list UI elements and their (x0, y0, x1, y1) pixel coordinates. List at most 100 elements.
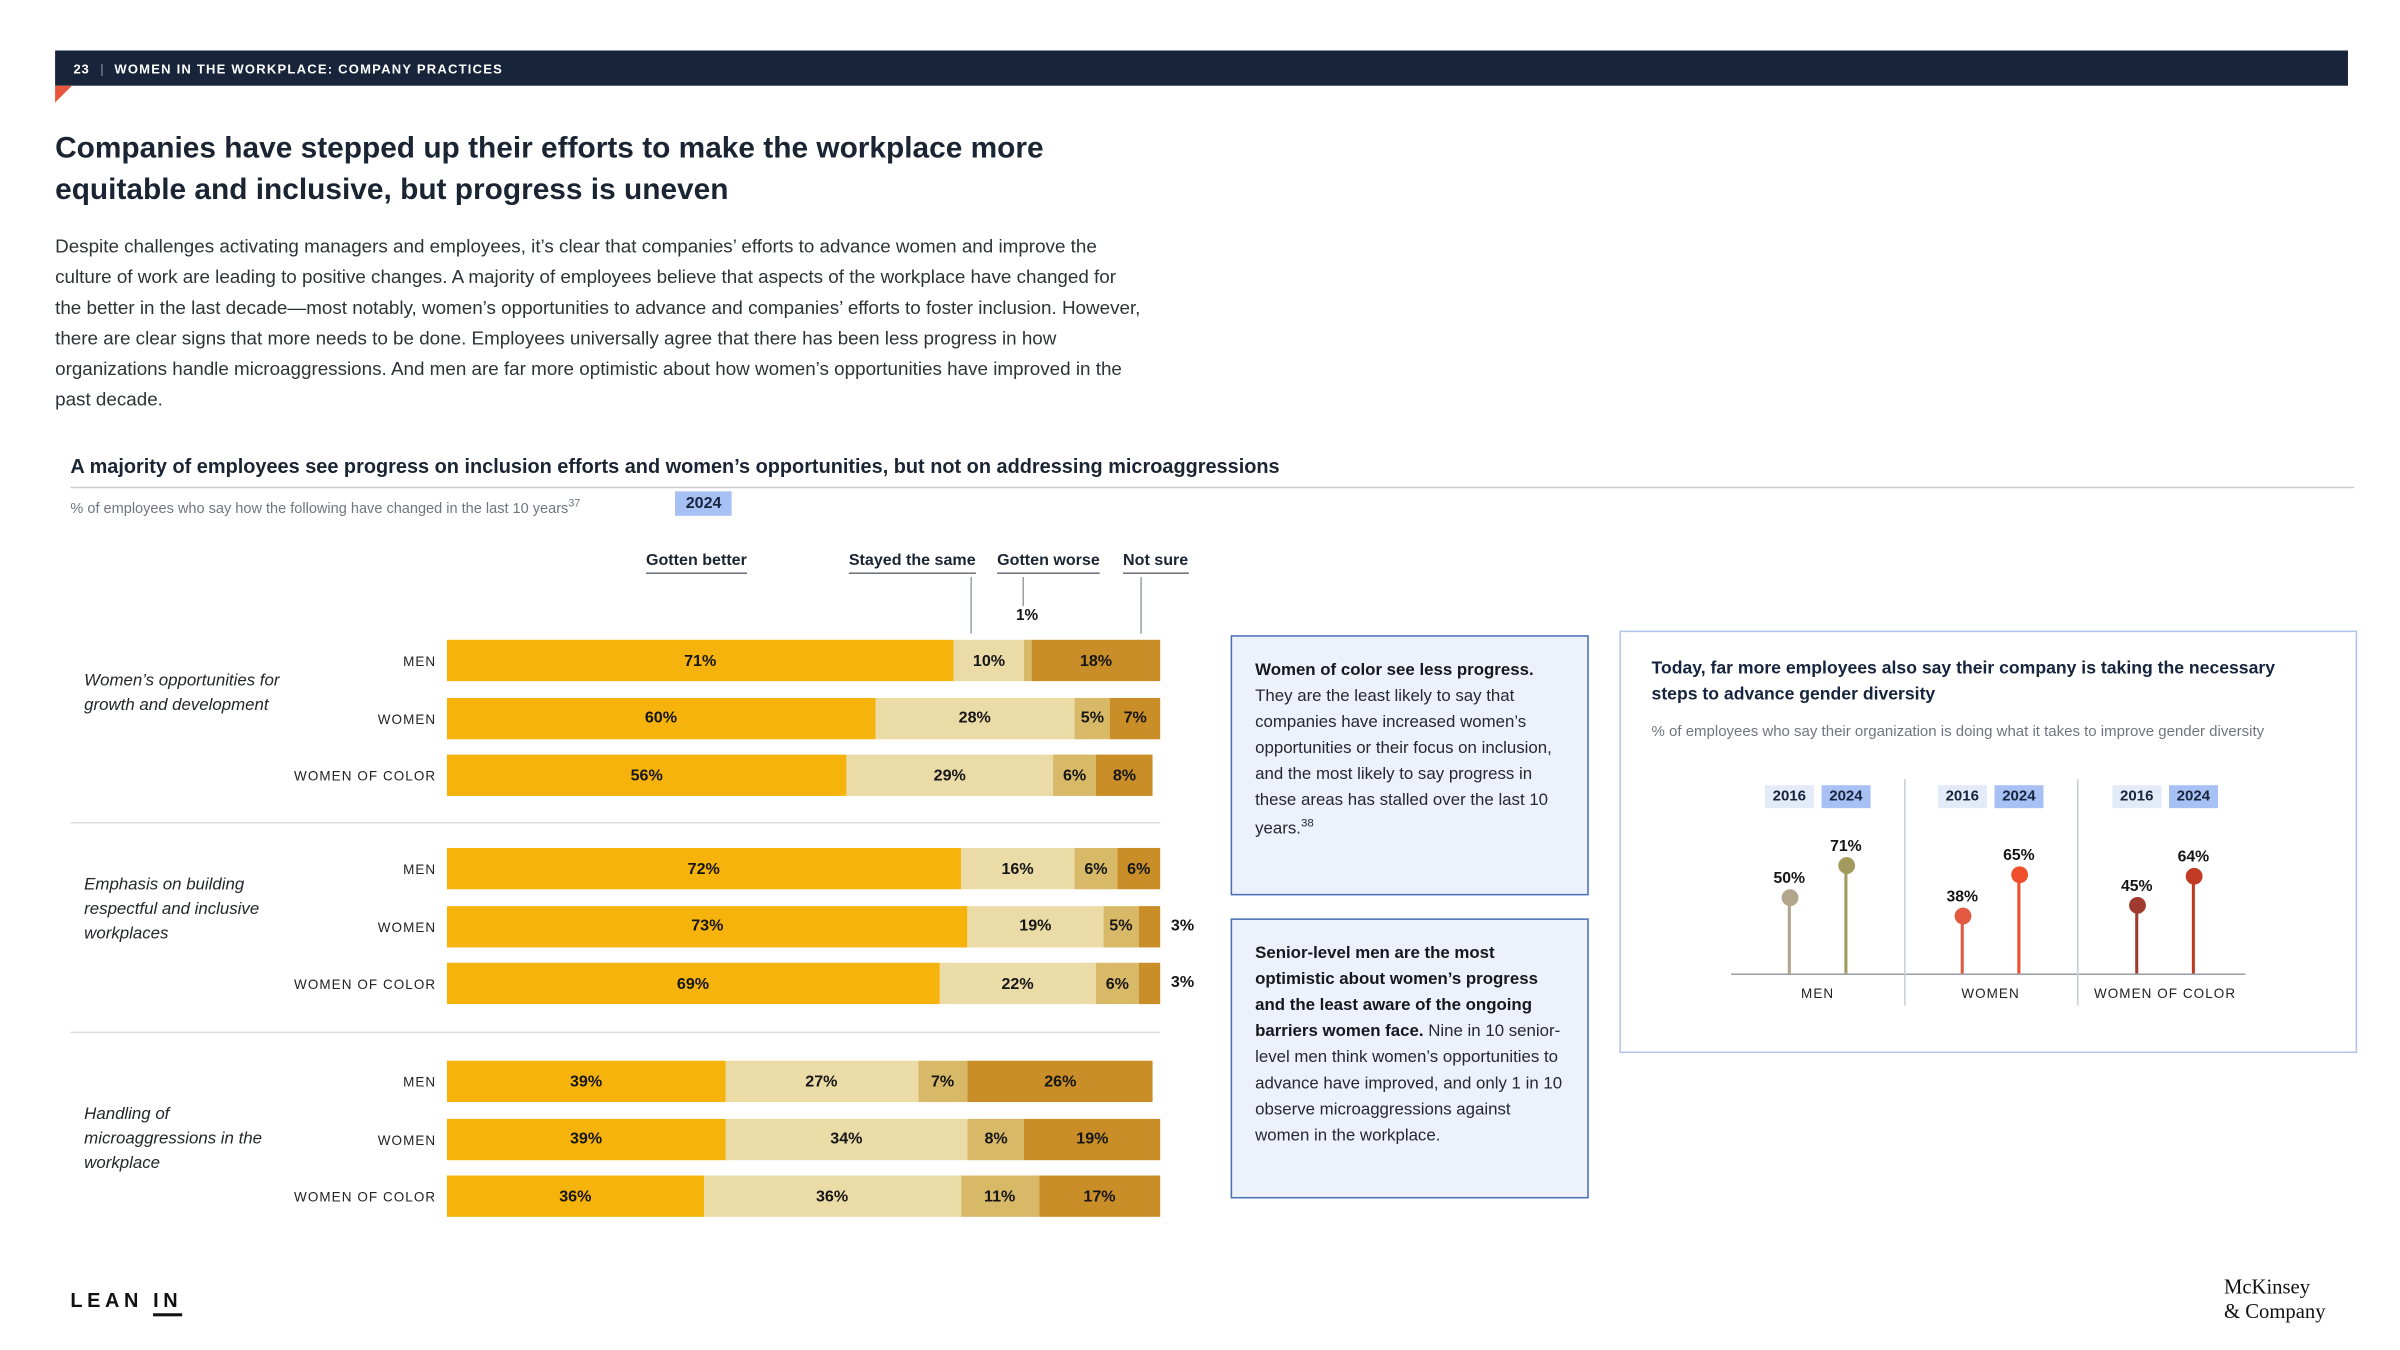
lollipop-stem (2135, 904, 2139, 974)
bar-group-title: Handling of microaggressions in the work… (84, 1105, 262, 1173)
bar-segment-stayed-same: 29% (846, 754, 1054, 796)
bar-segment-value: 17% (1083, 1186, 1116, 1206)
header-divider: | (100, 60, 104, 76)
bar-segment-not-sure: 19% (1024, 1118, 1161, 1160)
bar-row-category: WOMEN (377, 710, 437, 727)
legend-gotten-worse: Gotten worse (997, 551, 1100, 574)
bar-group-title: Emphasis on building respectful and incl… (84, 875, 260, 943)
bar-segment-value: 22% (1001, 974, 1034, 993)
bar-row: 71% 10% 18% (446, 639, 1161, 682)
bar-segment-value: 19% (1019, 916, 1052, 936)
lollipop-separator (2077, 779, 2079, 1006)
legend-gotten-better: Gotten better (645, 551, 747, 574)
bar-outside-value: 3% (1170, 973, 1195, 992)
bar-row: 39% 27% 7% 26% (446, 1060, 1160, 1103)
bar-row-category: WOMEN OF COLOR (294, 768, 437, 784)
figure-title: A majority of employees see progress on … (70, 454, 1280, 478)
lollipop-value: 45% (2120, 878, 2153, 896)
page-number: 23 (73, 60, 90, 76)
bar-segment-value: 8% (984, 1129, 1008, 1148)
bar-segment-gotten-worse: 5% (1103, 905, 1139, 947)
bar-row: 36% 36% 11% 17% (446, 1175, 1161, 1217)
bar-segment-value: 26% (1044, 1072, 1077, 1091)
bar-group-title: Women’s opportunities for growth and dev… (84, 671, 280, 715)
lollipop-dot (1953, 906, 1971, 924)
leader-line-not-sure (1140, 577, 1142, 634)
mckinsey-logo-line2: & Company (2223, 1299, 2326, 1323)
page-heading: Companies have stepped up their efforts … (55, 131, 1044, 207)
bar-row: 72% 16% 6% 6% (446, 847, 1161, 890)
year-2024-chip: 2024 (674, 491, 733, 516)
bar-segment-value: 39% (569, 1129, 603, 1148)
bar-segment-gotten-better: 36% (446, 1175, 704, 1217)
bar-segment-value: 18% (1079, 651, 1113, 670)
callout-lead: Senior-level men are the most optimistic… (1255, 944, 1538, 1042)
callout-body: Nine in 10 senior-level men think women’… (1255, 1022, 1563, 1146)
bar-row: 69% 22% 6% (446, 962, 1161, 1005)
bar-segment-gotten-worse: 7% (917, 1060, 968, 1103)
bar-segment-stayed-same: 34% (725, 1118, 968, 1160)
bar-segment-value: 11% (984, 1186, 1016, 1206)
bar-segment-value: 5% (1080, 708, 1105, 728)
lollipop-dot (1780, 888, 1798, 906)
bar-segment-not-sure: 17% (1038, 1175, 1161, 1217)
bar-segment-stayed-same: 36% (703, 1175, 961, 1217)
bar-segment-not-sure (1138, 905, 1161, 947)
bar-segment-stayed-same: 22% (939, 962, 1096, 1005)
bar-segment-gotten-better: 73% (446, 905, 968, 947)
mckinsey-logo-line1: McKinsey (2223, 1274, 2311, 1298)
bar-segment-not-sure: 8% (1095, 754, 1154, 796)
lollipop-stem (1960, 915, 1964, 974)
lollipop-baseline (1731, 973, 2246, 975)
year-chip-2016: 2016 (1764, 785, 1814, 809)
bar-row-category: MEN (403, 861, 437, 878)
bar-segment-stayed-same: 27% (725, 1060, 918, 1103)
bar-segment-not-sure: 6% (1117, 847, 1161, 890)
bar-segment-not-sure (1138, 962, 1161, 1005)
year-chip-2016: 2016 (2112, 785, 2162, 809)
panel-subtitle: % of employees who say their organizatio… (1651, 723, 2265, 741)
corner-accent-triangle (55, 85, 72, 103)
lollipop-dot (2184, 867, 2202, 884)
bar-row-category: WOMEN (377, 1131, 437, 1148)
bar-segment-value: 6% (1105, 974, 1129, 993)
figure-divider-rule (70, 486, 2355, 489)
bar-row-category: MEN (403, 653, 437, 669)
figure-footnote-marker: 37 (568, 498, 581, 510)
callout-body: They are the least likely to say that co… (1255, 687, 1552, 839)
bar-segment-gotten-worse: 6% (1074, 847, 1118, 890)
bar-segment-value: 6% (1062, 766, 1087, 785)
bar-segment-gotten-worse: 11% (960, 1175, 1039, 1217)
bar-segment-stayed-same: 10% (953, 639, 1025, 682)
lean-in-logo: LEAN IN (70, 1288, 183, 1317)
year-chip-2024: 2024 (1994, 785, 2044, 809)
bar-segment-value: 7% (930, 1072, 955, 1091)
callout-senior-level-men: Senior-level men are the most optimistic… (1230, 918, 1589, 1199)
lean-in-logo-in: IN (153, 1288, 183, 1317)
bar-row: 56% 29% 6% 8% (446, 754, 1160, 796)
bar-segment-value: 28% (958, 708, 991, 728)
bar-row-category: WOMEN OF COLOR (294, 1189, 437, 1205)
bar-segment-value: 8% (1112, 766, 1137, 785)
bar-segment-not-sure: 7% (1110, 697, 1161, 739)
group-separator (70, 1031, 1161, 1034)
lollipop-group-label: WOMEN (1961, 985, 2020, 1002)
callout-women-of-color: Women of color see less progress. They a… (1230, 635, 1589, 896)
lollipop-dot (2010, 865, 2028, 883)
year-chip-2016: 2016 (1937, 785, 1987, 809)
bar-segment-gotten-better: 56% (446, 754, 847, 796)
bar-row: 73% 19% 5% (446, 905, 1161, 947)
lollipop-separator (1904, 779, 1906, 1006)
bar-segment-stayed-same: 28% (874, 697, 1075, 739)
bar-segment-value: 39% (569, 1072, 603, 1091)
bar-segment-not-sure: 18% (1031, 639, 1161, 682)
callout-footnote-marker: 38 (1300, 816, 1314, 831)
bar-segment-value: 60% (644, 708, 677, 728)
bar-segment-gotten-worse: 6% (1053, 754, 1096, 796)
bar-segment-value: 6% (1127, 859, 1151, 878)
bar-segment-gotten-worse (1024, 639, 1032, 682)
bar-outside-value: 3% (1170, 916, 1195, 935)
lollipop-stem (2191, 875, 2195, 974)
bar-segment-gotten-better: 72% (446, 847, 961, 890)
